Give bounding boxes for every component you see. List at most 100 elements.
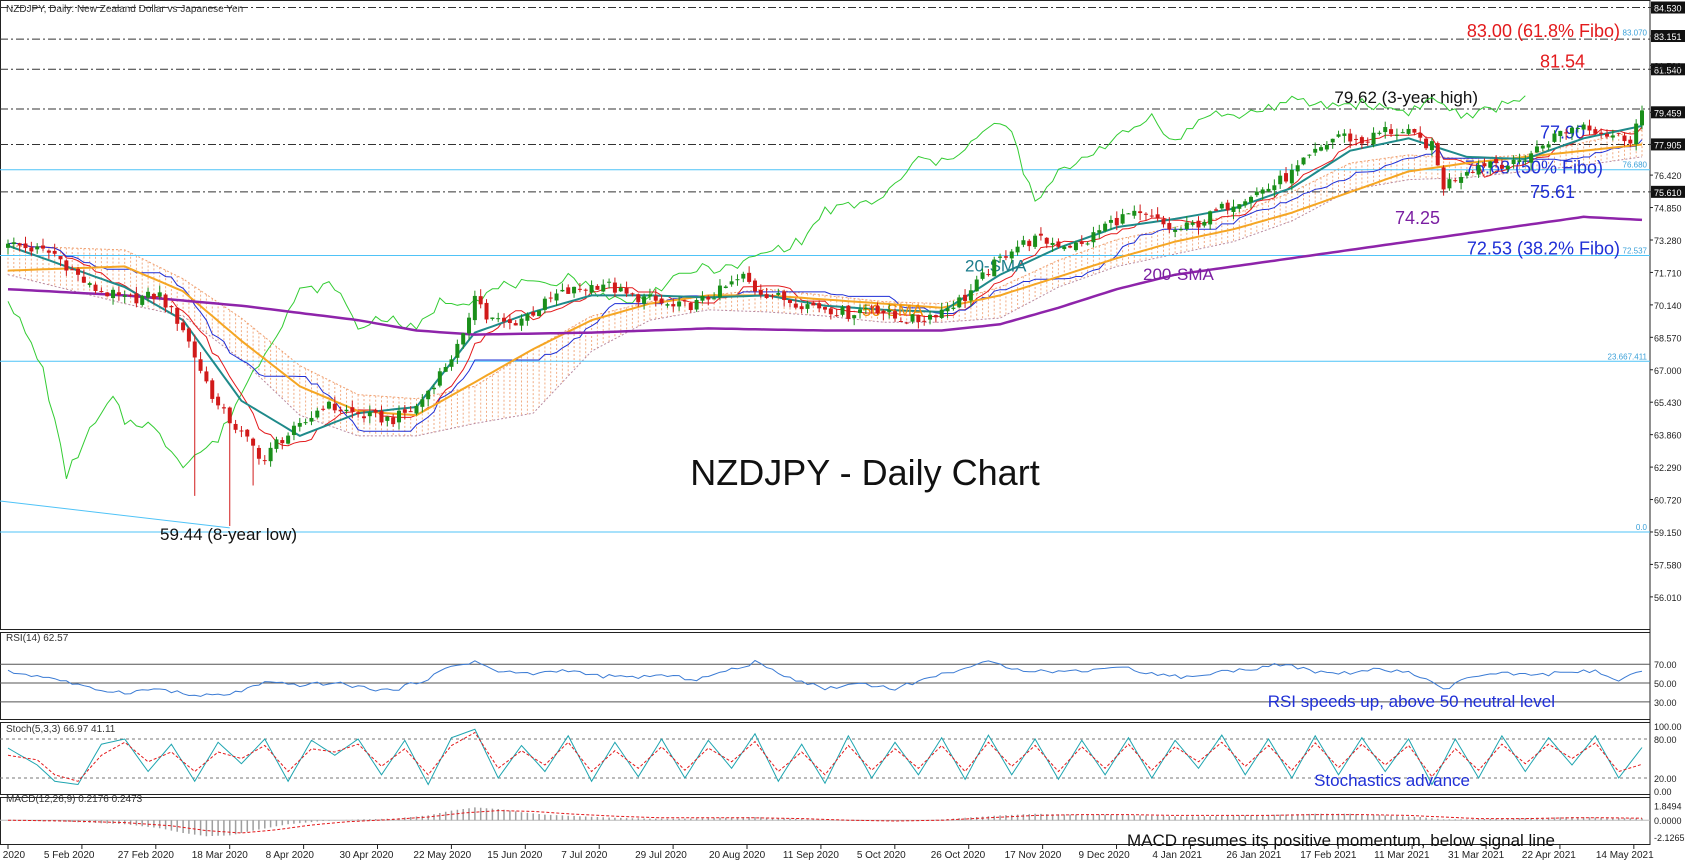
fibo-small-label: 83.070 — [1623, 29, 1648, 38]
bear-candle — [1348, 133, 1353, 142]
bull-candle — [1260, 189, 1265, 194]
bear-candle — [76, 268, 81, 275]
bear-candle — [1494, 158, 1499, 164]
bear-candle — [356, 412, 361, 415]
bull-candle — [741, 273, 746, 279]
bear-candle — [1225, 202, 1230, 211]
bear-candle — [227, 407, 232, 424]
bear-candle — [653, 295, 658, 301]
bull-candle — [607, 281, 612, 283]
bear-candle — [612, 282, 617, 293]
bear-candle — [1453, 180, 1458, 182]
bull-candle — [665, 304, 670, 306]
x-tick-label: 26 Oct 2020 — [931, 850, 986, 860]
x-tick-label: 14 May 2021 — [1596, 850, 1654, 860]
bear-candle — [747, 272, 752, 282]
bull-candle — [1552, 133, 1557, 142]
bull-candle — [291, 425, 296, 436]
price-tag-box — [1651, 185, 1685, 198]
bull-candle — [1184, 222, 1189, 230]
bear-candle — [1079, 242, 1084, 244]
bull-candle — [1103, 223, 1108, 231]
x-tick-label: 17 Nov 2020 — [1005, 850, 1062, 860]
bull-candle — [297, 422, 302, 427]
fibo-small-label: 76.680 — [1623, 161, 1648, 170]
bull-candle — [1272, 185, 1277, 191]
bear-candle — [70, 269, 75, 271]
bull-candle — [286, 435, 291, 444]
bull-candle — [863, 307, 868, 309]
level-label: 76.68 (50% Fibo) — [1465, 158, 1603, 178]
bear-candle — [1138, 211, 1143, 214]
x-tick-label: 30 Apr 2020 — [340, 850, 394, 860]
y-tick-label: 67.000 — [1654, 366, 1682, 376]
bear-candle — [1155, 214, 1160, 219]
bull-candle — [601, 284, 606, 292]
bear-candle — [1359, 137, 1364, 144]
bear-candle — [332, 403, 337, 411]
bull-candle — [858, 309, 863, 314]
bull-candle — [1319, 147, 1324, 151]
bull-candle — [1301, 157, 1306, 165]
bear-candle — [764, 294, 769, 298]
bull-candle — [1546, 144, 1551, 148]
bull-candle — [887, 310, 892, 312]
bull-candle — [326, 401, 331, 409]
bull-candle — [426, 390, 431, 400]
bear-candle — [1587, 125, 1592, 131]
sma-20-line — [7, 124, 1643, 438]
bear-candle — [531, 311, 536, 316]
level-label: 81.54 — [1540, 51, 1585, 71]
y-tick-label: 77.905 — [1654, 140, 1682, 150]
bull-candle — [951, 307, 956, 309]
bull-candle — [1085, 243, 1090, 245]
bull-candle — [1313, 148, 1318, 153]
bull-candle — [1073, 242, 1078, 251]
bear-candle — [134, 293, 139, 304]
bull-candle — [589, 285, 594, 293]
bear-candle — [128, 294, 133, 296]
bear-candle — [478, 296, 483, 305]
bear-candle — [1435, 143, 1440, 166]
bear-candle — [245, 429, 250, 437]
bear-candle — [583, 289, 588, 291]
x-tick-label: 22 May 2020 — [413, 850, 471, 860]
bear-candle — [1114, 217, 1119, 226]
bull-candle — [1610, 135, 1615, 138]
bear-candle — [52, 250, 57, 254]
bear-candle — [64, 260, 69, 271]
bull-candle — [1511, 159, 1516, 165]
bull-candle — [980, 272, 985, 279]
level-label: 77.90 — [1540, 123, 1585, 143]
bear-candle — [811, 302, 816, 306]
bear-candle — [817, 303, 822, 309]
bear-candle — [175, 307, 180, 324]
bull-candle — [1266, 188, 1271, 192]
bear-candle — [1482, 163, 1487, 167]
bull-candle — [455, 343, 460, 358]
bear-candle — [1213, 209, 1218, 211]
bull-candle — [490, 317, 495, 319]
bull-candle — [1529, 153, 1534, 163]
bear-candle — [875, 305, 880, 314]
bull-candle — [647, 294, 652, 297]
bear-candle — [1599, 132, 1604, 135]
bear-candle — [1196, 220, 1201, 228]
bull-candle — [1517, 160, 1522, 162]
bear-candle — [1167, 223, 1172, 230]
bear-candle — [513, 323, 518, 326]
bear-candle — [1418, 132, 1423, 138]
bull-candle — [957, 297, 962, 308]
x-tick-label: 11 Mar 2021 — [1374, 850, 1430, 860]
bull-candle — [1400, 132, 1405, 134]
bear-candle — [361, 416, 366, 419]
x-tick-label: 8 Apr 2020 — [266, 850, 315, 860]
bull-candle — [1126, 213, 1131, 215]
bear-candle — [630, 293, 635, 295]
level-label: 79.62 (3-year high) — [1334, 88, 1478, 107]
bull-candle — [992, 259, 997, 277]
bear-candle — [1616, 132, 1621, 134]
x-tick-label: 9 Dec 2020 — [1079, 850, 1131, 860]
bull-candle — [1371, 132, 1376, 145]
x-tick-label: 11 Sep 2020 — [783, 850, 839, 860]
